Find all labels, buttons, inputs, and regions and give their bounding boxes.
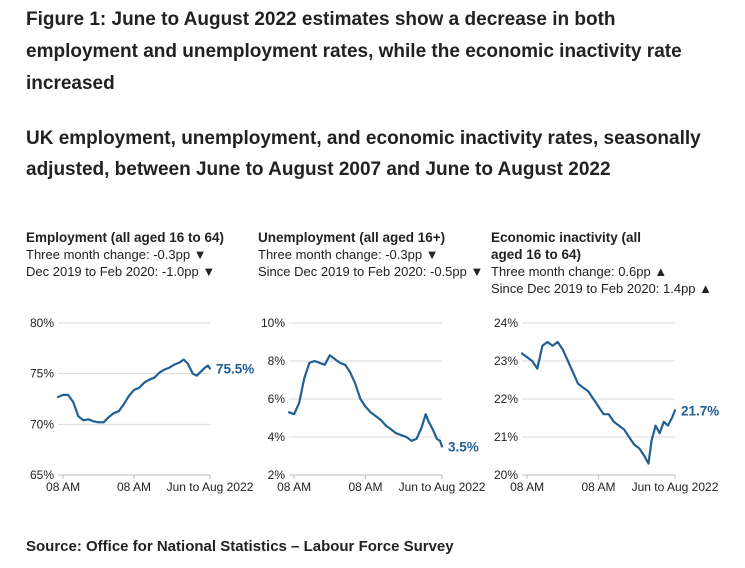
inactivity-x-tick-label: 08 AM (510, 480, 544, 494)
employment-series-line (56, 358, 212, 424)
small-multiple-line-charts: 80%75%70%65%08 AM 08 AM Jun to Aug 202275.… (30, 316, 719, 494)
inactivity-panel-title: Economic inactivity (all aged 16 to 64) (491, 230, 642, 262)
employment-y-tick-label: 65% (30, 468, 54, 482)
figure-title: Figure 1: June to August 2022 estimates … (26, 9, 682, 94)
unemployment-end-value-label: 3.5% (448, 440, 479, 455)
inactivity-three-month-change: Three month change: 0.6pp ▲ (491, 264, 668, 279)
inactivity-y-tick-label: 20% (494, 468, 518, 482)
inactivity-y-tick-label: 24% (494, 316, 518, 330)
employment-y-tick-label: 70% (30, 417, 54, 431)
unemployment-panel-title: Unemployment (all aged 16+) (258, 230, 446, 245)
inactivity-y-tick-label: 22% (494, 392, 518, 406)
inactivity-panel-header: Economic inactivity (all aged 16 to 64) … (491, 229, 723, 297)
inactivity-y-tick-label: 21% (494, 430, 518, 444)
employment-panel-title: Employment (all aged 16 to 64) (26, 230, 225, 245)
employment-since-covid-change: Dec 2019 to Feb 2020: -1.0pp ▼ (26, 264, 216, 279)
employment-end-value-label: 75.5% (216, 362, 254, 377)
employment-y-tick-label: 80% (30, 316, 54, 330)
employment-y-tick-label: 75% (30, 367, 54, 381)
unemployment-y-tick-label: 8% (268, 354, 286, 368)
unemployment-three-month-change: Three month change: -0.3pp ▼ (258, 247, 439, 262)
unemployment-x-tick-label: Jun to Aug 2022 (399, 480, 486, 494)
inactivity-end-value-label: 21.7% (681, 403, 719, 418)
unemployment-since-covid-change: Since Dec 2019 to Feb 2020: -0.5pp ▼ (258, 264, 484, 279)
unemployment-x-tick-label: 08 AM (277, 480, 311, 494)
inactivity-x-tick-label: Jun to Aug 2022 (632, 480, 719, 494)
employment-x-tick-label: Jun to Aug 2022 (167, 480, 254, 494)
unemployment-y-tick-label: 10% (261, 316, 285, 330)
inactivity-series-line (520, 340, 677, 465)
figure-subtitle: UK employment, unemployment, and economi… (26, 128, 701, 180)
inactivity-x-tick-label: 08 AM (581, 480, 615, 494)
unemployment-panel-header: Unemployment (all aged 16+) Three month … (258, 229, 490, 280)
unemployment-y-tick-label: 4% (268, 430, 286, 444)
inactivity-y-tick-label: 23% (494, 354, 518, 368)
employment-x-tick-label: 08 AM (46, 480, 80, 494)
inactivity-since-covid-change: Since Dec 2019 to Feb 2020: 1.4pp ▲ (491, 281, 713, 296)
employment-x-tick-label: 08 AM (117, 480, 151, 494)
employment-panel-header: Employment (all aged 16 to 64) Three mon… (26, 229, 258, 280)
source-note: Source: Office for National Statistics –… (26, 538, 454, 555)
unemployment-y-tick-label: 2% (268, 468, 286, 482)
unemployment-x-tick-label: 08 AM (348, 480, 382, 494)
unemployment-series-line (287, 354, 444, 448)
employment-three-month-change: Three month change: -0.3pp ▼ (26, 247, 207, 262)
unemployment-y-tick-label: 6% (268, 392, 286, 406)
